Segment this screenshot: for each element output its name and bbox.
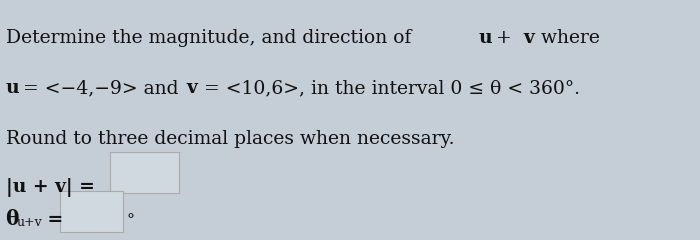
- Text: = <−4,−9> and: = <−4,−9> and: [18, 79, 185, 97]
- Text: Round to three decimal places when necessary.: Round to three decimal places when neces…: [6, 130, 454, 148]
- Text: °: °: [126, 212, 134, 229]
- Text: v: v: [186, 79, 197, 97]
- Text: u+v: u+v: [17, 216, 43, 229]
- Text: |u + v| =: |u + v| =: [6, 178, 94, 197]
- Text: =: =: [41, 211, 64, 229]
- Text: u: u: [6, 79, 19, 97]
- Text: Determine the magnitude, and direction of: Determine the magnitude, and direction o…: [6, 29, 417, 47]
- Text: +: +: [490, 29, 517, 47]
- Text: = <10,6>, in the interval 0 ≤ θ < 360°.: = <10,6>, in the interval 0 ≤ θ < 360°.: [197, 79, 580, 97]
- Text: u: u: [478, 29, 491, 47]
- Text: where: where: [535, 29, 600, 47]
- Text: θ: θ: [6, 209, 19, 229]
- Text: v: v: [524, 29, 534, 47]
